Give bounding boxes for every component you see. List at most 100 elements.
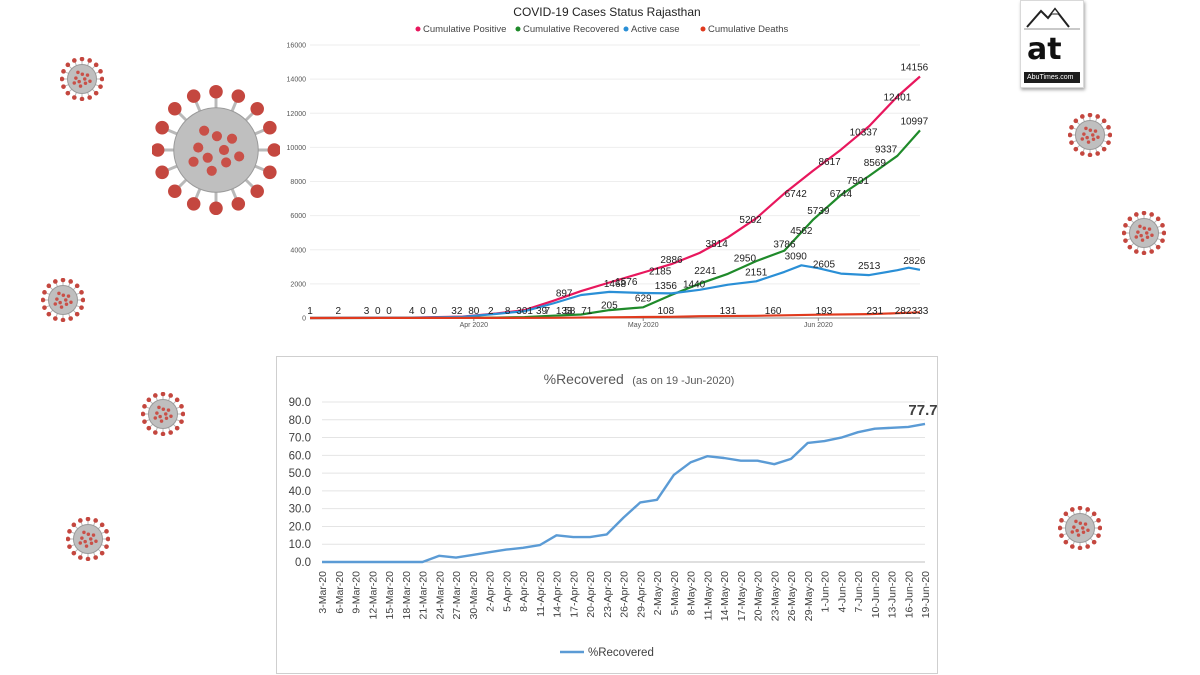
y-tick-label: 16000 <box>287 43 307 50</box>
virus-protein <box>164 412 168 416</box>
data-label: 205 <box>601 301 618 312</box>
virus-protein <box>1093 129 1098 133</box>
virus-spike-tip <box>60 317 66 322</box>
data-label: 71 <box>581 306 593 317</box>
x-tick-label: 19-Jun-20 <box>920 571 932 618</box>
x-tick-label: 8-Apr-20 <box>518 571 530 612</box>
x-tick-label: 18-Mar-20 <box>401 571 413 620</box>
virus-protein <box>1080 137 1085 141</box>
virus-spike-tip <box>60 76 65 82</box>
data-label: 0 <box>375 306 381 317</box>
legend-label: %Recovered <box>588 647 654 659</box>
virus-spike-tip <box>146 425 152 431</box>
virus-spike-tip <box>1106 125 1111 130</box>
virus-protein <box>1074 519 1078 524</box>
data-label: 6742 <box>785 189 808 200</box>
virus-protein <box>169 414 173 418</box>
virus-protein <box>1134 235 1139 239</box>
y-tick-label: 50.0 <box>289 468 311 480</box>
virus-protein <box>211 131 223 142</box>
legend-marker <box>700 26 706 32</box>
virus-protein <box>202 152 213 163</box>
virus-spike-tip <box>1059 533 1064 538</box>
series-lines <box>309 75 921 320</box>
x-tick-label: 7-Jun-20 <box>853 571 865 613</box>
data-label: 1468 <box>604 279 627 290</box>
virus-spike-tip <box>1141 250 1147 255</box>
virus-protein <box>1081 526 1085 530</box>
data-label: 5739 <box>807 206 830 217</box>
virus-protein <box>161 407 166 411</box>
legend-label: Cumulative Positive <box>423 24 506 35</box>
virus-spike-tip <box>99 76 104 82</box>
x-tick-label: 24-Mar-20 <box>434 571 446 620</box>
virus-spike-tip <box>78 518 83 523</box>
chart-legend: Cumulative Positive Cumulative Recovered A… <box>415 24 789 35</box>
virus-spike-tip <box>1106 140 1111 145</box>
virus-protein <box>74 76 78 80</box>
virus-protein <box>1086 528 1090 532</box>
virus-spike-tip <box>65 90 71 96</box>
virus-spike-tip <box>186 197 201 211</box>
x-tick-label: 14-May-20 <box>719 571 731 621</box>
legend-marker <box>515 26 521 32</box>
chart-title-main: %Recovered <box>544 371 624 387</box>
virus-protein <box>1075 528 1079 533</box>
virus-spike-tip <box>78 555 83 560</box>
virus-spike-tip <box>1155 216 1161 222</box>
x-tick-label: 23-Apr-20 <box>602 571 614 618</box>
virus-spike-tip <box>160 431 166 436</box>
virus-protein <box>66 294 71 298</box>
data-label: 2513 <box>858 261 881 272</box>
virus-spike-tip <box>155 120 169 135</box>
virus-spike-tip <box>1107 132 1112 138</box>
y-tick-label: 2000 <box>290 281 306 288</box>
data-label: 108 <box>657 306 674 317</box>
virus-spike-tip <box>105 536 110 542</box>
data-label: 2241 <box>694 266 717 277</box>
site-logo[interactable]: at AbuTimes.com <box>1020 0 1084 88</box>
virus-illustration <box>66 517 110 561</box>
virus-spike-tip <box>67 544 72 549</box>
virus-protein <box>55 297 59 301</box>
x-tick-label: 11-Apr-20 <box>535 571 547 617</box>
virus-spike-tip <box>80 297 85 303</box>
virus-spike-tip <box>1127 244 1133 250</box>
virus-spike-tip <box>152 143 165 157</box>
virus-spike-tip <box>93 518 98 523</box>
x-tick-label: 11-May-20 <box>702 571 714 621</box>
virus-spike-tip <box>93 555 98 560</box>
y-tick-label: 60.0 <box>289 450 311 462</box>
x-tick-label: 5-May-20 <box>669 571 681 616</box>
virus-spike-tip <box>79 57 85 62</box>
virus-spike-tip <box>1085 544 1090 549</box>
virus-spike-tip <box>160 392 166 397</box>
virus-protein <box>206 165 217 176</box>
virus-spike-tip <box>1070 507 1075 512</box>
virus-protein <box>226 133 238 144</box>
virus-spike-tip <box>79 305 84 310</box>
x-tick-label: 1-Jun-20 <box>820 571 832 613</box>
virus-protein <box>69 300 73 304</box>
x-tick-label: 20-May-20 <box>753 571 765 621</box>
virus-spike-tip <box>46 311 52 317</box>
virus-protein <box>83 77 87 81</box>
virus-spike-tip <box>209 84 223 99</box>
data-label: 1576 <box>615 277 638 288</box>
virus-spike-tip <box>1134 212 1139 217</box>
x-tick-label: 3-Mar-20 <box>317 571 329 614</box>
data-label: 629 <box>635 293 652 304</box>
virus-protein <box>1081 530 1086 535</box>
virus-spike-tip <box>74 311 80 317</box>
virus-spike-tip <box>231 89 246 103</box>
virus-spike-tip <box>174 397 180 403</box>
virus-protein <box>1078 521 1083 525</box>
y-tick-label: 10.0 <box>289 539 311 551</box>
virus-illustration <box>1122 211 1166 255</box>
x-tick-label: 29-Apr-20 <box>635 571 647 618</box>
y-tick-label: 0.0 <box>295 557 311 569</box>
virus-protein <box>199 125 210 136</box>
virus-spike-tip <box>1087 113 1093 118</box>
virus-spike-tip <box>1141 211 1147 216</box>
virus-protein <box>234 151 245 162</box>
